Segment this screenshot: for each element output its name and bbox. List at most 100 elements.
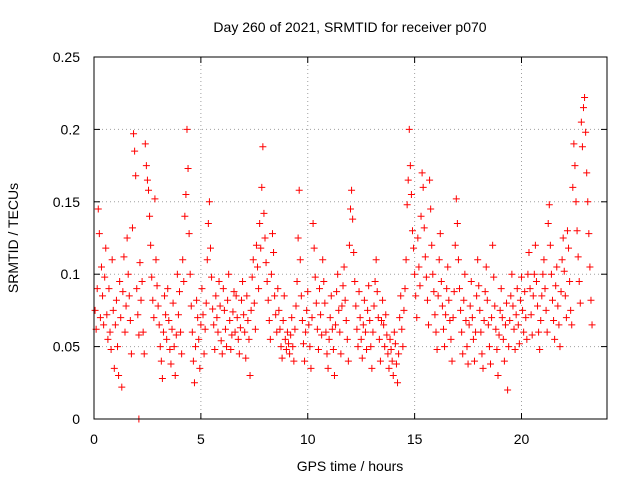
data-point [280,292,288,300]
data-point [179,256,187,264]
data-point [283,328,291,336]
data-point [511,345,519,353]
data-point [335,306,343,314]
data-point [495,331,503,339]
y-tick-label: 0.1 [61,266,81,282]
data-point [394,379,402,387]
data-point [468,314,476,322]
data-point [221,325,229,333]
data-point [101,273,109,281]
data-point [297,292,305,300]
data-point [422,273,430,281]
data-point [478,350,486,358]
data-point [562,314,570,322]
data-point [418,169,426,177]
data-point [529,292,537,300]
data-point [192,343,200,351]
data-point [336,328,344,336]
data-point [126,317,134,325]
data-point [276,325,284,333]
data-point [134,311,142,319]
data-point [474,256,482,264]
data-point [579,104,587,112]
data-point [120,253,128,261]
data-point [497,285,505,293]
data-point [99,292,107,300]
data-point [277,343,285,351]
data-point [541,285,549,293]
data-point [512,311,520,319]
data-point [402,256,410,264]
data-point [310,244,318,252]
data-point [213,314,221,322]
data-point [118,383,126,391]
data-point [484,321,492,329]
data-point [209,305,217,313]
data-point [585,230,593,238]
data-point [155,321,163,329]
chart-title: Day 260 of 2021, SRMTID for receiver p07… [213,19,486,35]
data-point [515,340,523,348]
data-point [356,314,364,322]
data-point [528,331,536,339]
data-point [178,350,186,358]
data-point [135,331,143,339]
data-point [386,335,394,343]
data-point [412,292,420,300]
data-point [201,325,209,333]
data-point [403,201,411,209]
data-point [436,230,444,238]
data-point [243,292,251,300]
data-point [152,256,160,264]
data-point [461,270,469,278]
data-point [490,273,498,281]
data-point [404,176,412,184]
y-tick-label: 0 [72,411,80,427]
data-point [255,285,263,293]
data-point [340,263,348,271]
data-point [445,296,453,304]
data-point [493,345,501,353]
y-tick-label: 0.15 [53,194,80,210]
data-point [428,241,436,249]
data-point [523,335,531,343]
data-point [588,321,596,329]
data-point [500,357,508,365]
data-point [275,306,283,314]
data-point [244,317,252,325]
data-point [324,364,332,372]
data-point [263,277,271,285]
data-point [156,343,164,351]
data-point [365,282,373,290]
data-point [282,345,290,353]
data-point [140,350,148,358]
data-point [122,302,130,310]
data-point [354,343,362,351]
data-point [355,288,363,296]
data-point [447,335,455,343]
data-point [171,372,179,380]
data-point [232,292,240,300]
data-point [328,325,336,333]
data-point [198,285,206,293]
data-point [483,296,491,304]
data-point [173,270,181,278]
data-point [327,292,335,300]
data-point [401,285,409,293]
data-point [94,205,102,213]
data-point [573,227,581,235]
data-point [463,343,471,351]
data-point [420,224,428,232]
data-point [323,350,331,358]
data-point [167,360,175,368]
data-point [166,345,174,353]
data-point [361,328,369,336]
data-point [504,386,512,394]
data-point [304,288,312,296]
data-point [396,314,404,322]
data-point [279,317,287,325]
data-point [542,306,550,314]
data-point [375,335,383,343]
data-point [453,220,461,228]
data-point [302,328,310,336]
